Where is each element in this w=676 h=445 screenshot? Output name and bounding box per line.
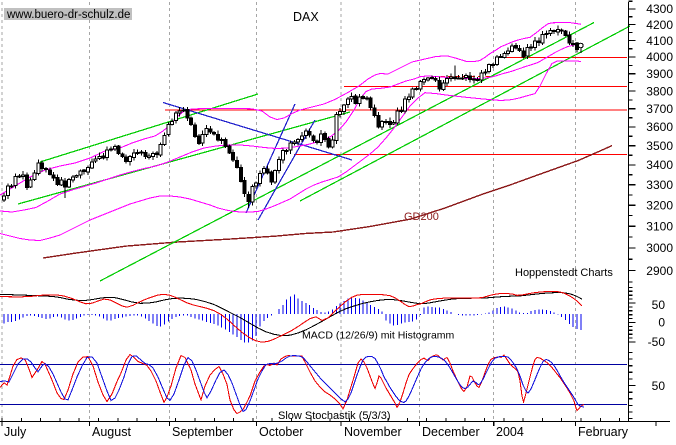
svg-text:November: November: [344, 425, 402, 439]
svg-text:3900: 3900: [646, 67, 673, 81]
svg-text:DAX: DAX: [293, 10, 319, 24]
svg-text:3600: 3600: [646, 120, 673, 134]
svg-text:3800: 3800: [646, 84, 673, 98]
svg-text:www.buero-dr-schulz.de: www.buero-dr-schulz.de: [6, 9, 130, 21]
svg-text:4100: 4100: [646, 34, 673, 48]
svg-text:4200: 4200: [646, 18, 673, 32]
svg-text:2004: 2004: [496, 425, 524, 439]
svg-text:3100: 3100: [646, 220, 673, 234]
svg-text:4000: 4000: [646, 50, 673, 64]
svg-text:3000: 3000: [646, 241, 673, 255]
svg-text:0: 0: [658, 316, 665, 330]
svg-text:3700: 3700: [646, 102, 673, 116]
svg-text:October: October: [259, 425, 303, 439]
svg-text:February: February: [578, 425, 629, 439]
svg-text:July: July: [4, 425, 27, 439]
svg-text:2900: 2900: [646, 264, 673, 278]
svg-text:MACD (12/26/9) mit Histogramm: MACD (12/26/9) mit Histogramm: [302, 330, 455, 342]
svg-text:3200: 3200: [646, 198, 673, 212]
svg-text:-50: -50: [648, 335, 666, 349]
svg-text:3500: 3500: [646, 139, 673, 153]
svg-text:GD200: GD200: [404, 211, 439, 223]
svg-text:September: September: [172, 425, 233, 439]
svg-text:50: 50: [652, 298, 666, 312]
svg-text:August: August: [92, 425, 131, 439]
svg-text:3400: 3400: [646, 158, 673, 172]
svg-text:Slow Stochastik (5/3/3): Slow Stochastik (5/3/3): [278, 410, 391, 422]
svg-text:Hoppenstedt Charts: Hoppenstedt Charts: [515, 267, 613, 279]
svg-text:50: 50: [652, 379, 666, 393]
svg-text:4300: 4300: [646, 2, 673, 16]
svg-text:3300: 3300: [646, 178, 673, 192]
svg-text:December: December: [422, 425, 480, 439]
